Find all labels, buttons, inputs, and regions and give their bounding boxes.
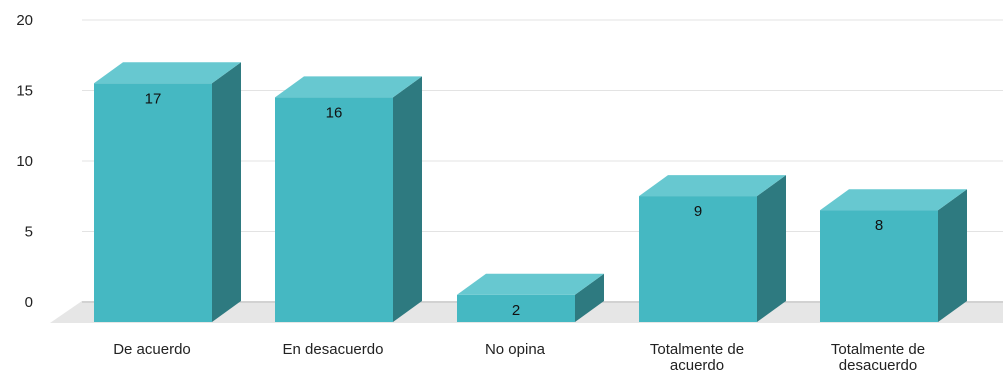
y-tick-label: 10 [16, 153, 33, 170]
bar-side-face [212, 62, 241, 323]
bar [94, 62, 241, 323]
bar-top-face [94, 62, 241, 84]
bar-front-face [275, 97, 393, 323]
bar [820, 189, 967, 322]
data-label: 8 [875, 217, 883, 234]
x-tick-label-line: En desacuerdo [283, 341, 384, 358]
bar-side-face [938, 189, 967, 322]
data-label: 17 [145, 90, 162, 107]
x-tick-label-line: acuerdo [670, 357, 724, 371]
bar-front-face [457, 294, 575, 322]
data-labels: 17 16 2 9 8 [145, 90, 884, 318]
x-tick-label: Totalmente de acuerdo [650, 341, 744, 371]
bar-side-face [393, 76, 422, 323]
x-tick-label-line: No opina [485, 341, 546, 358]
bar-front-face [94, 83, 212, 322]
data-label: 16 [326, 104, 343, 121]
x-tick-label: De acuerdo [113, 341, 191, 358]
bar-top-face [275, 76, 422, 98]
y-axis-ticks: 0 5 10 15 20 [16, 12, 33, 311]
y-tick-label: 20 [16, 12, 33, 29]
data-label: 2 [512, 302, 520, 319]
bar-side-face [575, 273, 604, 322]
data-label: 9 [694, 203, 702, 220]
bar [639, 175, 786, 322]
bar-front-face [820, 210, 938, 322]
bar [275, 76, 422, 323]
x-tick-label: En desacuerdo [283, 341, 384, 358]
bar [457, 273, 604, 322]
x-tick-label-line: desacuerdo [839, 357, 917, 371]
bars [94, 62, 967, 323]
x-tick-label-line: De acuerdo [113, 341, 191, 358]
x-tick-label: No opina [485, 341, 546, 358]
x-tick-label-line: Totalmente de [650, 341, 744, 358]
x-axis-ticks: De acuerdo En desacuerdo No opina Totalment… [113, 341, 925, 371]
bar-side-face [757, 175, 786, 322]
bar-top-face [639, 175, 786, 197]
bar-top-face [457, 273, 604, 295]
bar-top-face [820, 189, 967, 211]
y-tick-label: 15 [16, 83, 33, 100]
bar-front-face [639, 196, 757, 322]
y-tick-label: 0 [25, 294, 33, 311]
x-tick-label-line: Totalmente de [831, 341, 925, 358]
x-tick-label: Totalmente de desacuerdo [831, 341, 925, 371]
y-tick-label: 5 [25, 224, 33, 241]
